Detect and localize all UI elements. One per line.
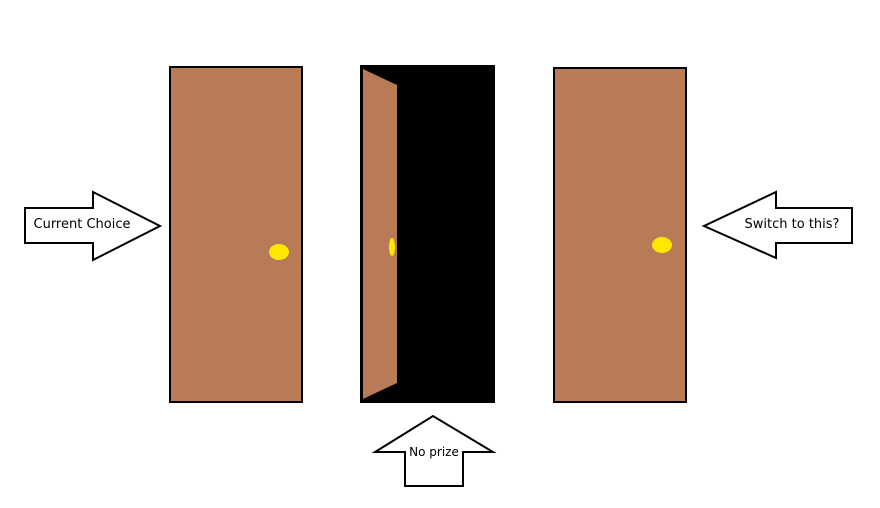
switch-label: Switch to this? [744,216,840,232]
door-3-closed [553,67,687,403]
switch-arrow [701,190,853,260]
no-prize-arrow [371,414,497,487]
door-2-knob [389,238,395,256]
door-2-swung-panel [363,69,397,399]
current-choice-label: Current Choice [33,216,131,232]
door-1-panel [169,66,303,403]
door-1-closed [169,66,303,403]
door-3-panel [553,67,687,403]
door-2-open [360,65,495,403]
door-1-knob [269,244,289,260]
current-choice-arrow [24,190,163,262]
no-prize-label: No prize [409,445,459,459]
door-3-knob [652,237,672,253]
